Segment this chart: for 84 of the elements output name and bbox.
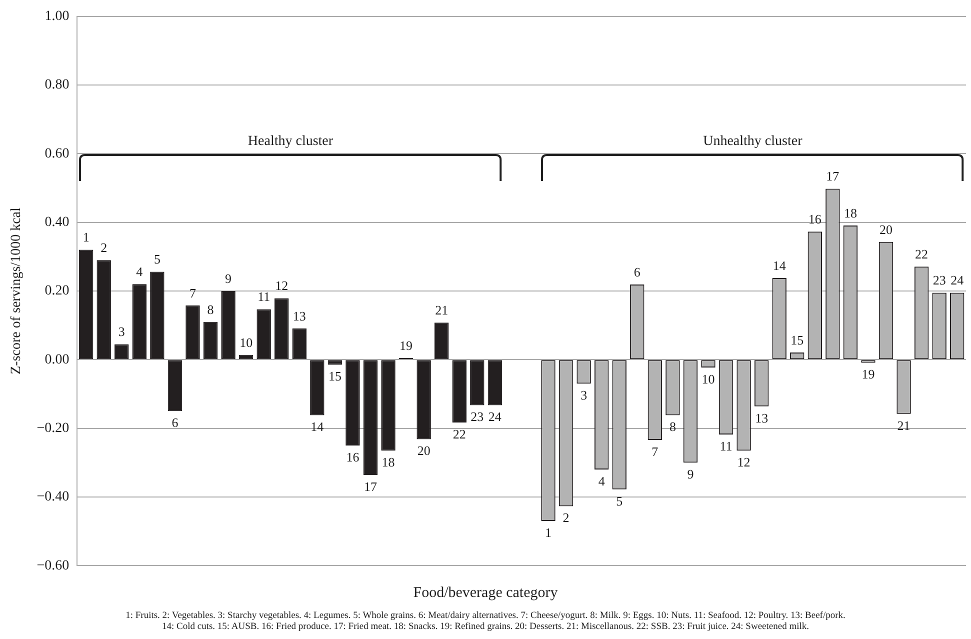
x-tick-label: 1 [545,524,552,540]
bar [292,328,307,360]
y-tick-label: 0.40 [44,215,70,230]
bar [470,360,484,406]
y-tick-label: −0.40 [36,490,70,505]
bar [96,260,111,360]
text: 14: Cold cuts. 15: AUSB. 16: Fried produce. 17: Fried meat. 18: Snacks. 19: Refined grains. 20: Desserts. 21: Miscellanous. 22: SSB. 23: Fruit juice. 24: Sweetened milk. [160,622,810,633]
x-tick-label: 19 [862,366,875,382]
x-tick-label: 7 [652,444,659,459]
x-tick-label: 3 [580,388,588,403]
x-tick-label: 13 [755,410,768,426]
x-tick-label: 21 [897,418,910,433]
x-tick-label: 17 [364,478,378,494]
x-tick-label: 15 [790,332,804,348]
bar [168,360,182,412]
x-tick-label: 20 [880,222,893,237]
x-tick-label: 6 [172,415,179,430]
x-tick-label: 9 [225,270,232,286]
x-tick-label: 21 [435,302,448,318]
x-tick-label: 2 [562,510,570,526]
bar [78,250,94,360]
x-tick-label: 10 [702,371,715,386]
bar [150,272,164,360]
bar [452,360,466,422]
x-tick-label: 2 [100,240,108,256]
x-tick-label: 19 [400,338,413,353]
bar [328,360,342,365]
x-tick-label: 20 [417,443,430,458]
y-tick-label: 0.60 [44,146,70,162]
x-tick-label: 12 [275,278,288,294]
bar [256,309,271,360]
y-tick-label: 1.00 [44,9,70,24]
annotation: Unhealthy cluster [702,134,804,150]
x-tick-label: 17 [826,168,840,184]
x-tick-label: 5 [616,493,623,508]
bar [274,298,289,360]
y-tick-label: 0.20 [44,284,70,299]
bar [416,360,431,440]
annotation: Healthy cluster [246,134,334,150]
x-axis-title: Food/beverage category [412,585,559,602]
x-tick-label: 16 [346,449,360,464]
x-tick-label: 24 [950,272,964,288]
bar [488,360,502,406]
x-tick-label: 6 [634,264,641,280]
bar [434,322,449,360]
x-tick-label: 15 [328,368,342,384]
x-tick-label: 1 [82,230,90,245]
x-tick-label: 3 [118,324,125,340]
x-tick-label: 4 [136,264,144,280]
y-tick-label: 0.00 [44,352,70,368]
bar [132,284,147,360]
x-tick-label: 8 [207,302,214,317]
bar [381,360,396,451]
x-tick-label: 18 [382,454,395,470]
x-tick-label: 16 [808,212,822,227]
x-tick-label: 4 [598,473,606,488]
x-tick-label: 24 [488,409,502,424]
y-tick-label: −0.20 [36,420,70,436]
x-tick-label: 22 [915,246,928,262]
x-tick-label: 8 [669,419,676,434]
x-tick-label: 18 [844,205,857,220]
bar [221,291,236,360]
y-tick-label: 0.80 [44,78,70,93]
x-tick-label: 14 [310,419,324,434]
y-axis-title: Z-score of servings/1000 kcal [9,208,24,374]
bar [346,360,360,446]
x-tick-label: 11 [258,289,270,304]
x-tick-label: 23 [932,272,946,288]
x-tick-label: 22 [452,426,466,442]
bar [363,360,378,475]
x-tick-label: 23 [470,409,484,424]
x-tick-label: 7 [189,285,196,300]
x-tick-label: 5 [154,252,160,267]
bar [203,322,218,360]
x-tick-label: 9 [687,466,694,482]
text: 1: Fruits. 2: Vegetables. 3: Starchy vegetables. 4: Legumes. 5: Whole grains. 6: Meat/dairy alternatives. 7: Cheese/yogurt. 8: Milk. 9: Eggs. 10: Nuts. 11: Seafood. 12: Poultry. 13: Beef/pork. [124,611,846,622]
x-tick-label: 10 [240,334,253,350]
x-tick-label: 13 [292,308,306,324]
x-tick-label: 14 [772,258,786,273]
bar [186,305,200,360]
bar [310,360,324,416]
y-tick-label: −0.60 [36,558,70,574]
x-tick-label: 11 [720,438,732,454]
x-tick-label: 12 [737,454,750,470]
